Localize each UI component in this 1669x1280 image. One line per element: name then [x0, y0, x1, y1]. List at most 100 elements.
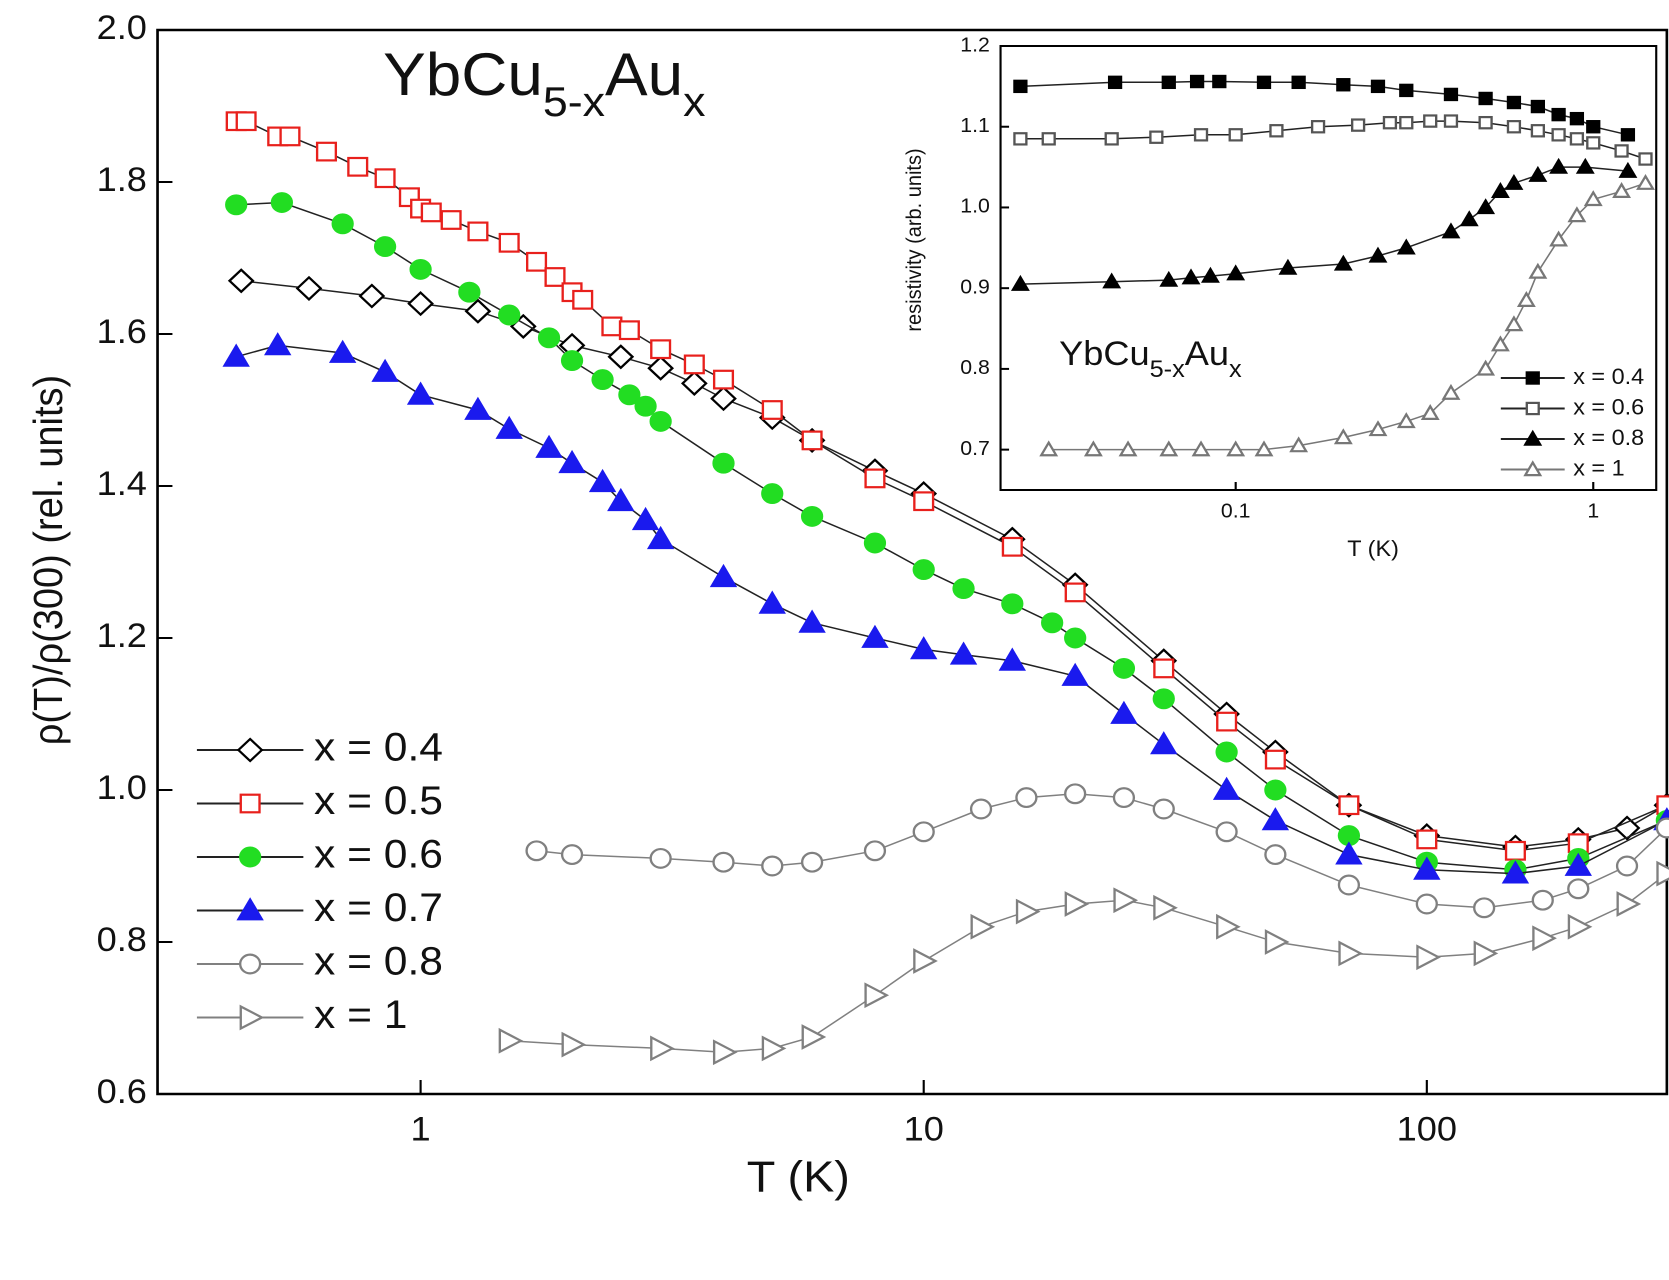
marker: [315, 141, 338, 162]
marker: [1613, 815, 1641, 841]
marker: [358, 283, 386, 309]
marker: [1564, 852, 1592, 876]
marker: [1064, 783, 1087, 805]
marker: [1478, 91, 1493, 106]
marker: [1216, 913, 1241, 940]
marker: [761, 483, 784, 505]
marker: [1473, 897, 1496, 919]
marker: [1215, 821, 1238, 843]
marker: [650, 339, 672, 360]
marker: [634, 395, 657, 417]
chart-title: YbCu5-xAux: [1059, 335, 1242, 383]
marker: [1254, 440, 1274, 457]
marker: [1620, 128, 1636, 142]
marker: [1504, 840, 1526, 861]
marker: [631, 506, 660, 531]
x-tick-label: 1: [411, 1110, 431, 1148]
marker: [1153, 894, 1178, 921]
marker: [998, 647, 1027, 671]
marker: [712, 1039, 738, 1066]
marker: [649, 847, 672, 869]
marker: [1335, 841, 1363, 865]
marker: [544, 267, 566, 287]
marker: [1149, 130, 1164, 144]
marker: [1415, 893, 1438, 915]
marker: [1350, 118, 1366, 132]
marker: [1338, 940, 1364, 967]
marker: [1638, 152, 1653, 166]
marker: [1001, 536, 1023, 557]
x-axis-label: T (K): [747, 1152, 850, 1201]
marker: [761, 855, 784, 877]
marker: [498, 232, 520, 253]
x-tick-label: 1: [1587, 500, 1599, 522]
marker: [420, 202, 442, 223]
marker: [1064, 582, 1086, 603]
marker: [1656, 860, 1669, 887]
marker: [952, 578, 975, 600]
marker: [912, 821, 935, 843]
marker: [683, 354, 705, 375]
marker: [1191, 440, 1211, 457]
marker: [1269, 124, 1284, 138]
marker: [1159, 440, 1179, 457]
marker: [800, 505, 824, 527]
marker: [1443, 87, 1459, 102]
marker: [1264, 929, 1290, 955]
title-part: Au: [605, 42, 683, 109]
marker: [601, 316, 623, 337]
marker: [1107, 75, 1123, 90]
marker: [1399, 83, 1414, 98]
marker: [913, 948, 938, 974]
inset-chart: 0.7 0.8 0.9 1.0 1.1 1.2 0.1 1 T (K) resistivity (…: [902, 34, 1658, 561]
marker: [526, 251, 548, 272]
marker: [1575, 157, 1595, 174]
marker: [1083, 440, 1103, 457]
marker: [588, 468, 617, 493]
marker: [969, 798, 993, 820]
marker: [1516, 291, 1536, 307]
marker: [560, 350, 584, 372]
legend-label: x = 0.8: [1573, 424, 1644, 449]
marker: [227, 268, 255, 294]
marker: [1013, 132, 1028, 146]
marker: [1064, 891, 1090, 917]
marker: [1567, 206, 1587, 223]
marker: [1382, 115, 1398, 130]
marker: [1102, 272, 1122, 289]
data-layer: [222, 111, 1669, 1066]
marker: [1291, 75, 1306, 90]
marker: [1112, 787, 1136, 809]
marker: [1528, 165, 1548, 182]
marker: [1015, 787, 1038, 809]
marker: [458, 281, 481, 303]
title-subscript: 5-x: [1150, 357, 1186, 383]
marker: [649, 410, 672, 432]
marker: [712, 851, 735, 873]
marker: [1216, 711, 1238, 732]
marker: [761, 1035, 787, 1062]
y-axis-label: resistivity (arb. units): [902, 148, 926, 331]
marker: [1490, 182, 1510, 199]
marker: [1618, 161, 1638, 178]
marker: [331, 213, 354, 235]
marker: [1256, 75, 1272, 90]
marker: [1473, 940, 1499, 967]
y-tick-label: 1.0: [97, 769, 147, 807]
marker: [537, 327, 561, 349]
legend-marker: [1523, 429, 1543, 446]
marker: [1569, 111, 1585, 126]
marker: [761, 400, 783, 420]
data-layer: [1010, 74, 1655, 457]
marker: [1476, 198, 1496, 215]
marker: [1567, 913, 1593, 940]
marker: [1333, 428, 1353, 445]
marker: [1193, 128, 1209, 142]
marker: [1161, 75, 1176, 90]
marker: [680, 370, 708, 396]
marker: [618, 320, 640, 341]
x-tick-label: 10: [904, 1110, 944, 1148]
marker: [561, 1031, 587, 1058]
y-tick-label: 1.0: [960, 195, 990, 217]
y-tick-label: 0.8: [960, 357, 990, 379]
